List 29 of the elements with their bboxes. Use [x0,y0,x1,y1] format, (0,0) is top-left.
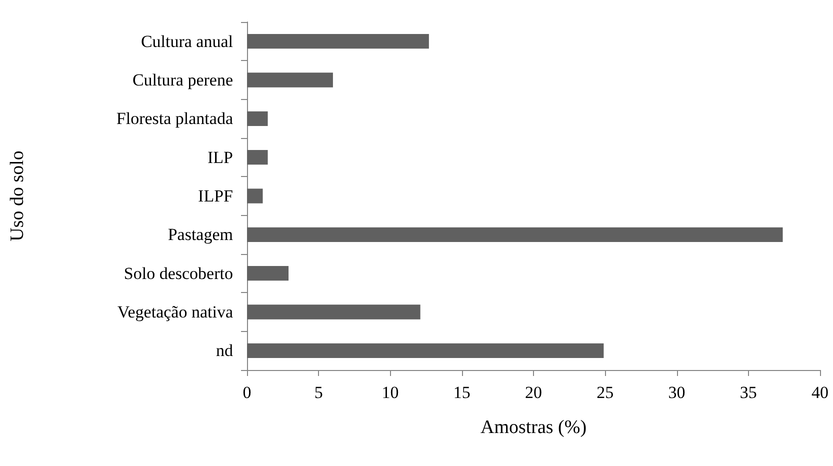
y-tick-label: ILP [208,148,233,167]
bar [247,150,268,165]
bar [247,343,604,358]
bar [247,227,783,242]
bar [247,188,263,204]
x-tick-label: 25 [596,383,614,402]
x-tick-label: 20 [525,383,542,402]
y-tick-label: Cultura perene [132,70,233,90]
bar [247,111,268,126]
y-tick-label: Floresta plantada [116,109,234,128]
x-tick-label: 15 [453,383,470,402]
x-tick-label: 5 [314,383,323,402]
x-tick-label: 40 [812,383,828,402]
y-tick-label: Pastagem [168,225,233,244]
y-tick-label: Solo descoberto [124,264,233,283]
x-tick-label: 10 [382,383,399,402]
x-axis-title: Amostras (%) [480,417,587,438]
x-tick-label: 35 [740,383,757,402]
y-axis-title: Uso do solo [7,150,28,242]
y-tick-label: nd [216,341,234,360]
x-tick-label: 30 [668,383,686,402]
bar [247,72,333,88]
bar [247,304,420,320]
bar [247,266,289,281]
y-tick-label: ILPF [198,186,233,206]
x-tick-label: 0 [242,383,252,402]
y-tick-label: Cultura anual [140,32,234,51]
bar [247,34,429,49]
y-tick-label: Vegetação nativa [117,302,234,322]
